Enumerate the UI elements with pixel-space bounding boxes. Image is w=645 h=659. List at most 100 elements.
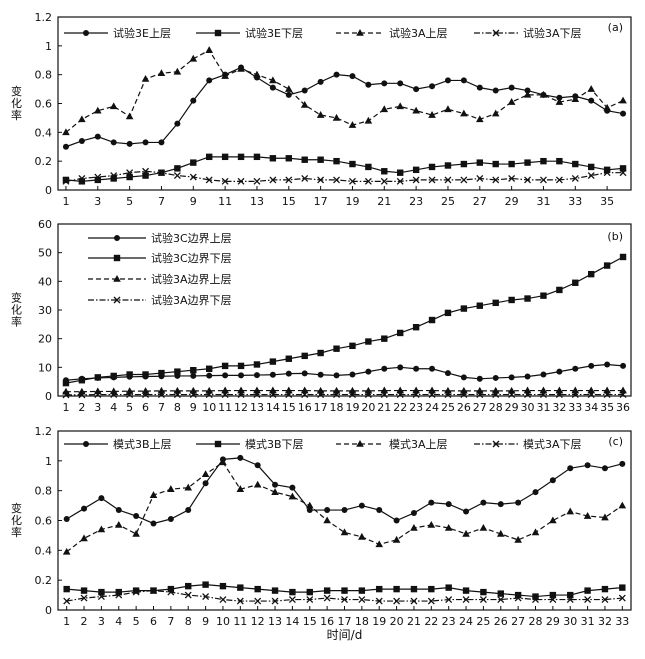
data-point xyxy=(619,460,626,467)
data-point xyxy=(358,502,365,509)
series-line xyxy=(65,49,624,133)
data-point xyxy=(62,176,70,184)
data-point xyxy=(237,454,244,461)
data-point xyxy=(524,87,531,94)
legend-item: 试验3E下层 xyxy=(196,26,303,40)
data-point xyxy=(289,484,296,491)
data-point xyxy=(508,175,516,182)
data-point xyxy=(555,391,563,399)
x-tick-label: 10 xyxy=(202,401,216,414)
data-point xyxy=(109,102,118,110)
data-point xyxy=(376,585,383,593)
legend-item: 试验3A边界下层 xyxy=(88,293,232,307)
data-point xyxy=(397,329,404,337)
series-line xyxy=(66,457,623,525)
data-point xyxy=(412,391,420,399)
y-tick-label: 1.2 xyxy=(35,11,53,24)
y-axis-label: 变化率 xyxy=(10,501,23,538)
x-tick-label: 3 xyxy=(98,615,105,628)
data-point xyxy=(323,587,331,594)
x-tick-label: 8 xyxy=(174,401,181,414)
data-point xyxy=(269,371,276,378)
data-point xyxy=(462,596,470,604)
data-point xyxy=(555,386,564,394)
data-point xyxy=(410,597,418,605)
data-point xyxy=(428,163,436,171)
data-point xyxy=(110,139,117,146)
data-point xyxy=(167,485,175,492)
data-point xyxy=(150,587,157,595)
data-point xyxy=(157,391,165,399)
x-tick-label: 14 xyxy=(266,401,280,414)
x-tick-label: 19 xyxy=(345,401,359,414)
data-point xyxy=(460,176,468,184)
data-point xyxy=(254,462,261,469)
data-point xyxy=(349,73,356,80)
legend-marker xyxy=(492,440,500,448)
data-point xyxy=(444,370,451,377)
legend-item: 模式3A下层 xyxy=(474,438,582,451)
x-tick-label: 11 xyxy=(218,195,232,208)
data-point xyxy=(132,588,140,596)
data-point xyxy=(571,386,580,394)
x-tick-label: 27 xyxy=(473,401,487,414)
data-point xyxy=(184,483,193,491)
x-tick-label: 31 xyxy=(536,195,550,208)
data-point xyxy=(110,372,117,380)
data-point xyxy=(396,391,404,399)
data-point xyxy=(206,365,213,372)
data-point xyxy=(396,102,405,110)
data-point xyxy=(185,582,192,590)
y-tick-label: 50 xyxy=(38,247,52,260)
x-tick-label: 22 xyxy=(424,615,438,628)
data-point xyxy=(284,386,293,394)
data-point xyxy=(237,64,245,72)
data-point xyxy=(221,177,229,185)
data-point xyxy=(549,591,557,599)
data-point xyxy=(341,596,348,604)
data-point xyxy=(365,368,372,375)
legend-marker xyxy=(113,275,121,282)
data-point xyxy=(588,270,595,278)
data-point xyxy=(427,520,436,528)
data-point xyxy=(556,286,563,294)
data-point xyxy=(221,153,229,161)
data-point xyxy=(412,106,420,114)
data-point xyxy=(142,371,149,378)
data-point xyxy=(571,391,579,399)
data-point xyxy=(444,176,452,184)
x-tick-label: 1 xyxy=(62,195,69,208)
legend-marker xyxy=(356,29,364,36)
data-point xyxy=(98,495,105,502)
x-tick-label: 16 xyxy=(298,401,312,414)
data-point xyxy=(142,391,150,399)
data-point xyxy=(206,153,213,161)
x-tick-label: 27 xyxy=(511,615,525,628)
x-tick-label: 5 xyxy=(133,615,140,628)
data-point xyxy=(524,391,532,399)
x-tick-label: 1 xyxy=(62,401,69,414)
data-point xyxy=(508,84,515,91)
data-point xyxy=(460,77,467,84)
data-point xyxy=(476,84,483,91)
data-point xyxy=(63,516,70,523)
data-point xyxy=(157,169,165,177)
y-tick-label: 1 xyxy=(45,40,52,53)
data-point xyxy=(253,361,261,368)
x-tick-label: 9 xyxy=(190,401,197,414)
data-point xyxy=(349,371,356,378)
data-point xyxy=(514,594,522,602)
data-point xyxy=(393,517,400,524)
data-point xyxy=(444,309,452,317)
data-point xyxy=(476,391,484,399)
data-point xyxy=(514,591,522,599)
data-point xyxy=(317,391,325,399)
series-line xyxy=(65,363,624,381)
data-point xyxy=(62,177,70,185)
data-point xyxy=(348,121,357,128)
data-point xyxy=(572,160,579,168)
data-point xyxy=(497,501,504,508)
data-point xyxy=(157,69,166,77)
data-point xyxy=(205,176,213,184)
